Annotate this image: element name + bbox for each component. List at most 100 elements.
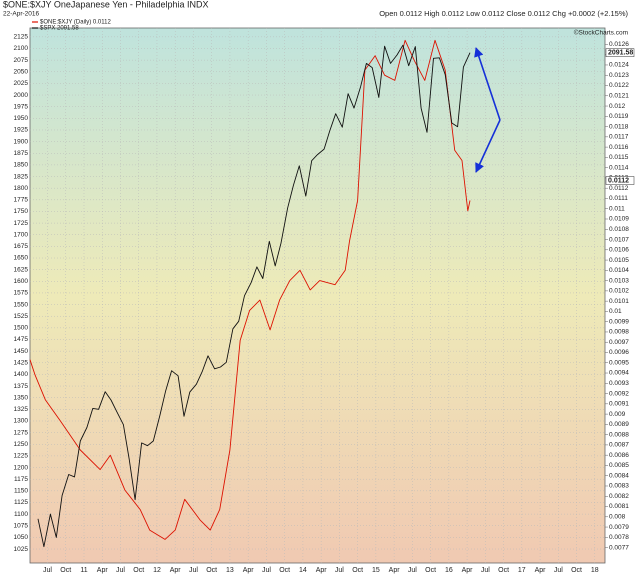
y-tick-label: 2025 xyxy=(14,80,29,87)
y2-tick-label: 0.0093 xyxy=(609,380,629,387)
labels: 1025 1050 1075 1100 1125 1150 1175 1200 1225 1250… xyxy=(14,20,635,574)
y-tick-label: 1900 xyxy=(14,138,29,145)
y2-tick-label: 0.0092 xyxy=(609,390,629,397)
x-tick-label: 16 xyxy=(445,567,453,574)
y-tick-label: 1225 xyxy=(14,453,29,460)
y-tick-label: 1025 xyxy=(14,546,29,553)
series-line xyxy=(29,39,471,540)
y-tick-label: 2050 xyxy=(14,68,29,75)
y2-tick-label: 0.0109 xyxy=(609,216,629,223)
y-tick-label: 1275 xyxy=(14,429,29,436)
y-tick-label: 1075 xyxy=(14,522,29,529)
series-line xyxy=(37,44,471,548)
x-tick-label: Oct xyxy=(60,567,71,574)
y2-tick-label: 0.0079 xyxy=(609,524,629,531)
y2-tick-label: 0.0094 xyxy=(609,370,629,377)
y2-tick-label: 0.0126 xyxy=(609,41,629,48)
y-tick-label: 1575 xyxy=(14,290,29,297)
y2-tick-label: 0.0116 xyxy=(609,144,629,151)
y-tick-label: 1625 xyxy=(14,266,29,273)
x-tick-label: Apr xyxy=(462,567,474,574)
x-tick-label: Jul xyxy=(554,567,563,574)
y-tick-label: 2125 xyxy=(14,34,29,41)
quote: Open 0.0112 High 0.0112 Low 0.0112 Close… xyxy=(379,9,628,18)
y2-tick-label: 0.0082 xyxy=(609,493,629,500)
y2-tick-label: 0.0091 xyxy=(609,401,629,408)
y-tick-label: 1825 xyxy=(14,173,29,180)
y2-tick-label: 0.0088 xyxy=(609,431,629,438)
y2-tick-label: 0.0084 xyxy=(609,472,629,479)
y2-tick-label: 0.0096 xyxy=(609,349,629,356)
y-tick-label: 1675 xyxy=(14,243,29,250)
y2-tick-label: 0.009 xyxy=(609,411,626,418)
y-tick-label: 1725 xyxy=(14,220,29,227)
x-tick-label: 18 xyxy=(591,567,599,574)
y2-tick-label: 0.0099 xyxy=(609,318,629,325)
last-value-label: 0.0112 xyxy=(608,177,629,184)
y-tick-label: 1100 xyxy=(14,511,28,518)
y-tick-label: 1175 xyxy=(14,476,28,483)
y-tick-label: 2100 xyxy=(14,45,29,52)
y-tick-label: 1950 xyxy=(14,115,29,122)
y-tick-label: 1850 xyxy=(14,162,29,169)
grid xyxy=(30,28,608,563)
x-tick-label: 15 xyxy=(372,567,380,574)
last-value-label: 2091.58 xyxy=(608,50,633,57)
y2-tick-label: 0.012 xyxy=(609,103,626,110)
x-tick-label: Apr xyxy=(97,567,109,574)
x-tick-label: Apr xyxy=(170,567,182,574)
y2-tick-label: 0.0107 xyxy=(609,236,629,243)
y2-tick-label: 0.0095 xyxy=(609,359,629,366)
y2-tick-label: 0.011 xyxy=(609,205,625,212)
y2-tick-label: 0.0124 xyxy=(609,62,629,69)
credit: ©StockCharts.com xyxy=(574,29,628,37)
x-tick-label: Jul xyxy=(481,567,490,574)
y-tick-label: 1775 xyxy=(14,197,29,204)
y-tick-label: 1750 xyxy=(14,208,29,215)
y2-tick-label: 0.0103 xyxy=(609,277,629,284)
x-tick-label: Jul xyxy=(262,567,271,574)
x-tick-label: Jul xyxy=(335,567,344,574)
y-tick-label: 1450 xyxy=(14,348,29,355)
y-tick-label: 1125 xyxy=(14,499,28,506)
y-tick-label: 1400 xyxy=(14,371,29,378)
y-tick-label: 1200 xyxy=(14,464,29,471)
arrow xyxy=(475,119,501,173)
y-tick-label: 1150 xyxy=(14,488,28,495)
plot-area xyxy=(29,27,606,564)
x-tick-label: Oct xyxy=(352,567,363,574)
y-tick-label: 1550 xyxy=(14,301,29,308)
y2-tick-label: 0.0086 xyxy=(609,452,629,459)
y2-tick-label: 0.008 xyxy=(609,514,626,521)
annotation-arrows xyxy=(474,47,501,173)
y2-tick-label: 0.0101 xyxy=(609,298,629,305)
last-value-box xyxy=(605,176,635,185)
y2-tick-label: 0.0111 xyxy=(609,195,628,202)
x-tick-label: 11 xyxy=(80,567,87,574)
x-tick-label: Jul xyxy=(116,567,125,574)
y2-tick-label: 0.0102 xyxy=(609,288,629,295)
y-tick-label: 1975 xyxy=(14,103,29,110)
y2-tick-label: 0.0106 xyxy=(609,247,629,254)
chart-title: $ONE:$XJY OneJapanese Yen - Philadelphia… xyxy=(3,0,208,9)
y2-tick-label: 0.0117 xyxy=(609,134,629,141)
y2-tick-label: 0.01 xyxy=(609,308,622,315)
x-tick-label: Apr xyxy=(243,567,255,574)
y-tick-label: 1500 xyxy=(14,325,29,332)
y2-tick-label: 0.0097 xyxy=(609,339,629,346)
y-tick-label: 1525 xyxy=(14,313,29,320)
x-tick-label: 12 xyxy=(153,567,161,574)
y2-tick-label: 0.0121 xyxy=(609,92,629,99)
x-tick-label: 13 xyxy=(226,567,234,574)
x-tick-label: Jul xyxy=(189,567,198,574)
y-tick-label: 1250 xyxy=(14,441,29,448)
y2-tick-label: 0.0089 xyxy=(609,421,629,428)
y-tick-label: 2000 xyxy=(14,92,29,99)
legend-label: $ONE:$XJY (Daily) 0.0112 xyxy=(40,20,111,26)
y2-tick-label: 0.0104 xyxy=(609,267,629,274)
y2-tick-label: 0.0087 xyxy=(609,442,629,449)
y2-tick-label: 0.0078 xyxy=(609,534,629,541)
x-tick-label: Jul xyxy=(43,567,52,574)
y2-tick-label: 0.0122 xyxy=(609,82,629,89)
